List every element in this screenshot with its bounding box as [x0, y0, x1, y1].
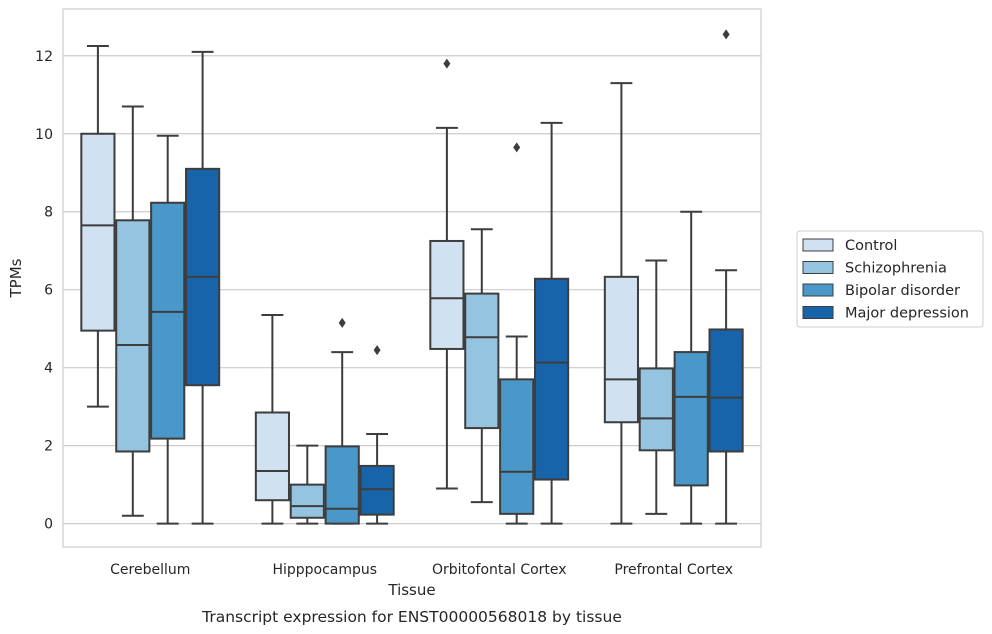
- box-0-2: [150, 134, 186, 525]
- legend-label: Bipolar disorder: [845, 283, 960, 299]
- x-axis-label: Tissue: [387, 581, 435, 599]
- box-body: [254, 411, 290, 502]
- x-axis-ticks: Cerebellum Hipppocampus Orbitofontal Corte…: [110, 562, 733, 578]
- box-body: [534, 277, 570, 481]
- chart-caption: Transcript expression for ENST0000056801…: [201, 608, 622, 626]
- outlier-marker: [338, 317, 346, 328]
- y-tick-label: 8: [44, 205, 53, 221]
- outlier-marker: [443, 58, 451, 69]
- y-tick-label: 10: [35, 127, 53, 143]
- box-body: [603, 275, 639, 424]
- box-3-0: [603, 82, 639, 525]
- legend-items: Control Schizophrenia Bipolar disorder Majo…: [802, 238, 969, 322]
- box-3-2: [673, 210, 709, 525]
- y-tick-label: 4: [44, 361, 53, 377]
- legend-label: Schizophrenia: [845, 261, 947, 277]
- x-tick-label: Hipppocampus: [272, 562, 377, 578]
- outlier-marker: [722, 29, 730, 40]
- box-body: [429, 239, 465, 350]
- box-1-0: [254, 314, 290, 525]
- outlier-marker: [513, 142, 521, 153]
- box-1-1: [289, 444, 325, 525]
- legend-label: Control: [845, 238, 897, 254]
- box-body: [324, 445, 360, 525]
- box-body: [115, 219, 151, 453]
- x-tick-label: Prefrontal Cortex: [614, 562, 733, 578]
- box-body: [708, 328, 744, 453]
- box-body: [80, 132, 116, 332]
- boxes: [80, 29, 744, 525]
- legend-swatch: [802, 261, 834, 274]
- box-body: [673, 351, 709, 487]
- legend-swatch: [802, 238, 834, 252]
- outlier-marker: [373, 345, 381, 356]
- legend-swatch: [802, 283, 834, 297]
- box-2-3: [534, 121, 570, 525]
- box-body: [150, 201, 186, 440]
- box-2-1: [464, 228, 500, 504]
- box-3-1: [638, 259, 674, 515]
- box-1-2: [324, 317, 360, 525]
- legend-frame: [796, 230, 984, 328]
- legend-swatch: [802, 306, 834, 319]
- y-tick-label: 12: [35, 49, 53, 65]
- box-2-0: [429, 58, 465, 490]
- box-0-1: [115, 105, 151, 517]
- box-3-3: [708, 29, 744, 525]
- plot-frame: [62, 8, 762, 548]
- box-body: [499, 378, 535, 515]
- legend-label: Major depression: [845, 306, 969, 322]
- y-axis-ticks: 0 2 4 6 8 10 12: [35, 49, 53, 533]
- legend: Control Schizophrenia Bipolar disorder Majo…: [796, 230, 984, 328]
- box-1-3: [359, 345, 395, 525]
- box-2-2: [499, 142, 535, 525]
- x-tick-label: Orbitofontal Cortex: [432, 562, 567, 578]
- y-tick-label: 2: [44, 439, 53, 455]
- box-0-0: [80, 45, 116, 408]
- y-tick-label: 0: [44, 517, 53, 533]
- x-tick-label: Cerebellum: [110, 562, 190, 578]
- box-body: [464, 292, 500, 430]
- box-0-3: [185, 50, 221, 525]
- y-axis-label: TPMs: [7, 258, 25, 298]
- y-tick-label: 6: [44, 283, 53, 299]
- box-body: [638, 367, 674, 452]
- box-body: [289, 483, 325, 519]
